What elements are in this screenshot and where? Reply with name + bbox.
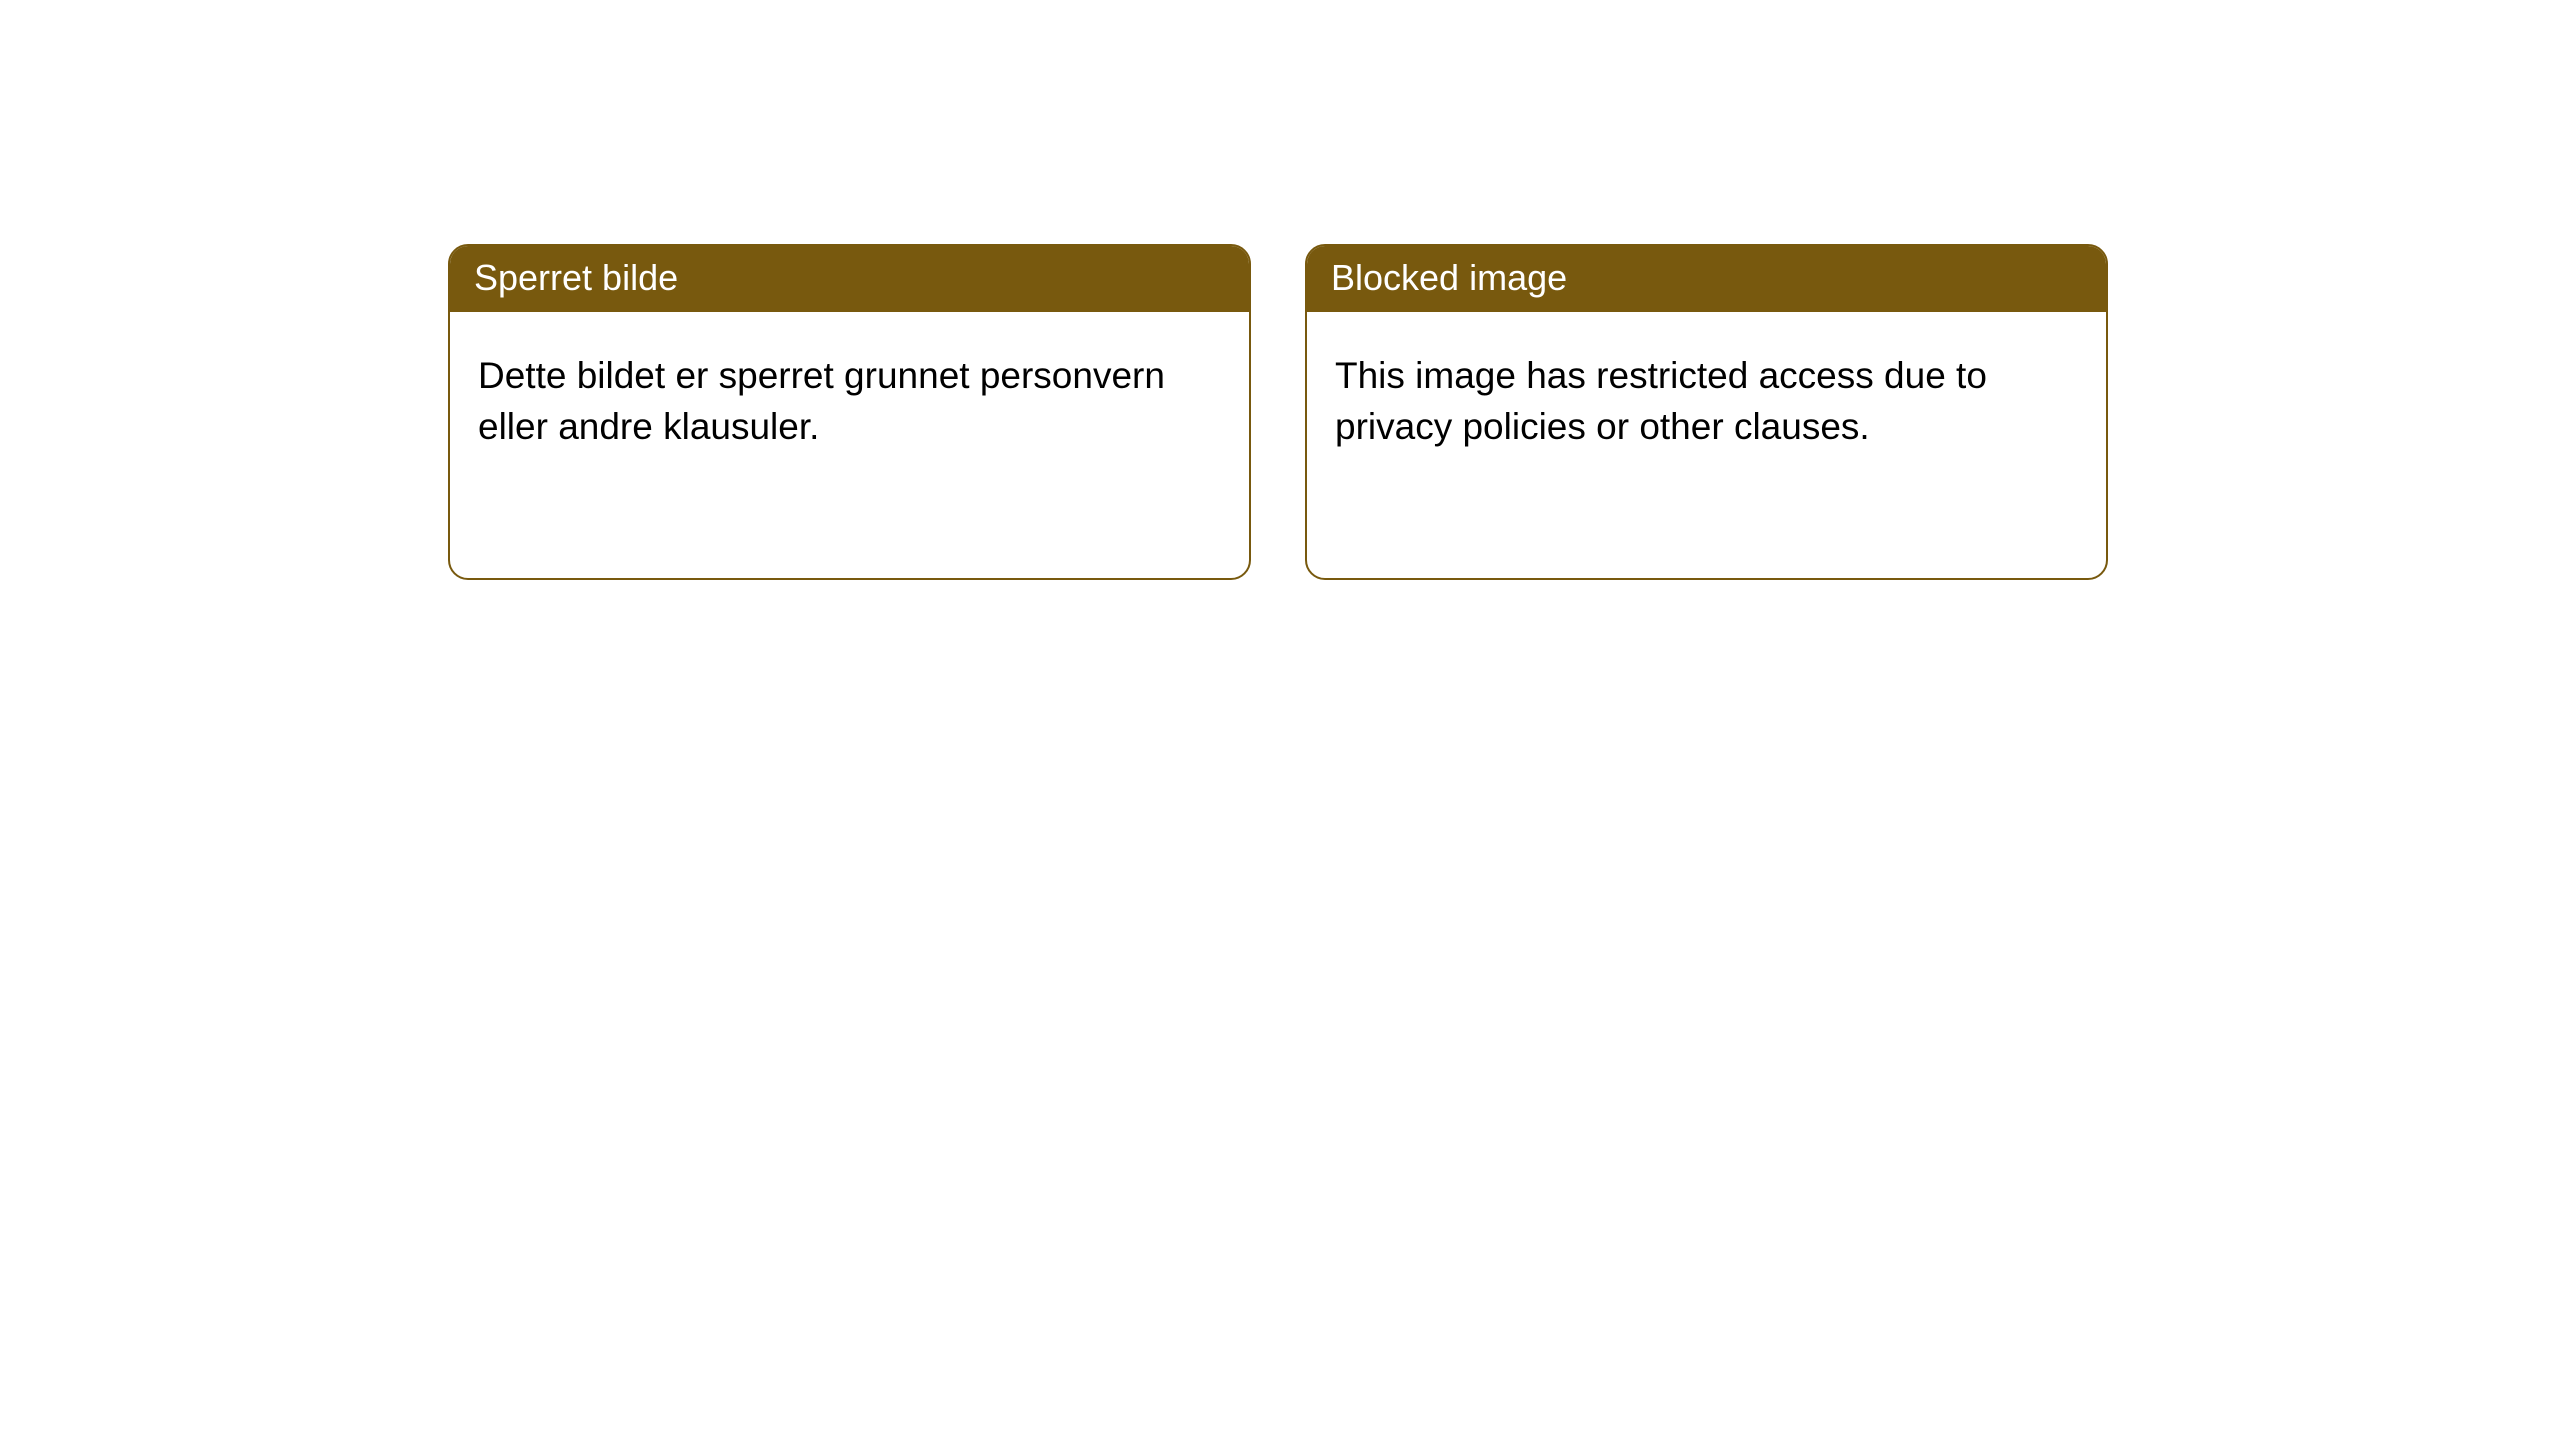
notice-card-english: Blocked image This image has restricted … [1305,244,2108,580]
notice-card-norwegian: Sperret bilde Dette bildet er sperret gr… [448,244,1251,580]
notice-card-body: This image has restricted access due to … [1307,312,2106,480]
notice-card-title: Sperret bilde [450,246,1249,312]
notice-cards-container: Sperret bilde Dette bildet er sperret gr… [448,244,2108,580]
notice-card-body: Dette bildet er sperret grunnet personve… [450,312,1249,480]
notice-card-title: Blocked image [1307,246,2106,312]
